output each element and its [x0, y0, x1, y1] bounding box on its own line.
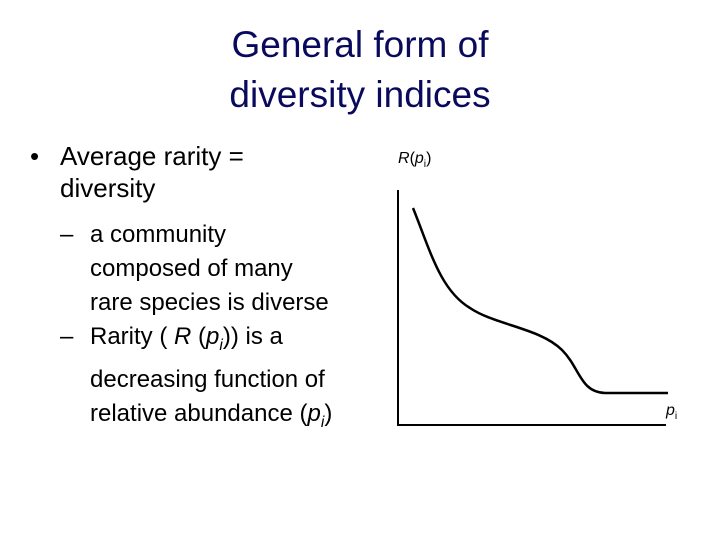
subscript: i	[219, 337, 222, 354]
bullet-text: Average rarity = diversity	[60, 141, 244, 203]
text-run: i	[674, 411, 678, 423]
sub-marker: –	[60, 221, 74, 248]
text-run: R	[174, 323, 192, 350]
bullet-marker: •	[30, 141, 40, 171]
text-run: )	[426, 150, 432, 167]
rarity-curve	[411, 207, 668, 395]
text-run: i	[320, 413, 325, 431]
subscript: i	[675, 411, 677, 422]
text-run: Rarity (	[90, 323, 174, 350]
x-axis-label: pi	[666, 402, 677, 422]
title-line: General form of	[231, 24, 489, 65]
text-run: (	[191, 323, 207, 350]
text-run: p	[414, 150, 424, 167]
y-axis-label: R(pi)	[398, 150, 431, 170]
text-run: i	[219, 336, 223, 354]
sub-item: – Rarity ( R (pi)) is a decreasing functi…	[60, 320, 340, 440]
bullet-list: • Average rarity = diversity – a community …	[30, 140, 332, 440]
sub-list: – a community composed of many rare speci…	[30, 218, 332, 440]
text-run: i	[423, 159, 427, 171]
subscript: i	[321, 414, 324, 431]
text-run: p	[307, 399, 321, 427]
sub-marker: –	[60, 323, 74, 350]
slide-title: General form of diversity indices	[0, 20, 720, 120]
text-run: a community composed of many rare specie…	[90, 221, 329, 316]
text-run: )	[324, 399, 333, 427]
bullet-item: • Average rarity = diversity	[30, 140, 330, 204]
text-run: (	[409, 150, 415, 167]
sub-item: – a community composed of many rare speci…	[60, 218, 340, 320]
subscript: i	[424, 159, 426, 170]
text-run: R	[398, 150, 410, 167]
text-run: )) is a decreasing function of relative …	[90, 323, 325, 427]
text-run: p	[206, 323, 220, 350]
title-line: diversity indices	[229, 74, 491, 115]
text-run: p	[666, 402, 675, 419]
